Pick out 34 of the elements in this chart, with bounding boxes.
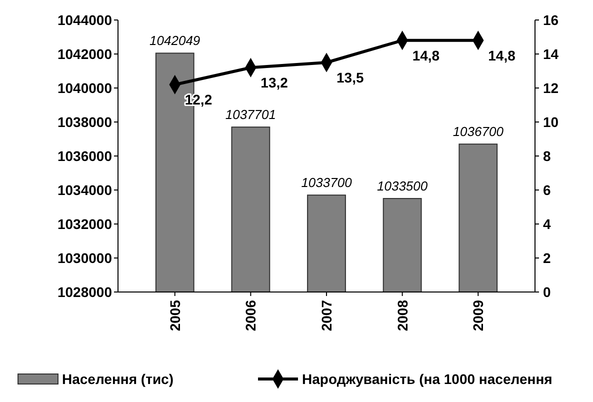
- y-tick-label: 1036000: [57, 148, 112, 164]
- legend-label: Народжуваність (на 1000 населення: [302, 371, 552, 387]
- y2-tick-label: 10: [543, 114, 559, 130]
- data-label: 13,2: [260, 74, 288, 91]
- data-label: 13,5: [336, 70, 364, 86]
- data-label: 14,8: [412, 47, 440, 64]
- y-tick-label: 1044000: [57, 12, 112, 28]
- data-label: 1042049: [150, 33, 200, 48]
- y-tick-label: 1034000: [57, 182, 112, 198]
- y2-tick-label: 8: [543, 148, 551, 164]
- y2-tick-label: 16: [543, 12, 559, 28]
- x-tick-label: 2005: [166, 300, 183, 332]
- y-tick-label: 1042000: [57, 46, 112, 62]
- y2-tick-label: 6: [543, 182, 551, 198]
- data-label: 14,8: [488, 47, 516, 64]
- data-label: 1036700: [452, 124, 504, 140]
- y-tick-label: 1038000: [57, 114, 112, 130]
- y-tick-label: 1028000: [57, 284, 112, 300]
- x-tick-label: 2008: [394, 300, 410, 332]
- y2-tick-label: 2: [543, 250, 551, 266]
- x-tick-label: 2009: [470, 300, 486, 332]
- data-label: 1037701: [225, 107, 276, 122]
- data-label: 1033700: [301, 175, 353, 190]
- y-tick-label: 1032000: [57, 216, 112, 232]
- x-tick-label: 2007: [318, 300, 334, 332]
- y2-tick-label: 14: [543, 46, 559, 62]
- x-tick-label: 2006: [242, 300, 259, 332]
- y-tick-label: 1030000: [57, 250, 112, 266]
- y2-tick-label: 0: [543, 284, 551, 300]
- y-tick-label: 1040000: [57, 80, 112, 96]
- data-label: 1033500: [377, 178, 428, 194]
- y2-tick-label: 12: [543, 80, 559, 96]
- legend-label: Населення (тис): [62, 371, 174, 387]
- y2-tick-label: 4: [543, 216, 551, 232]
